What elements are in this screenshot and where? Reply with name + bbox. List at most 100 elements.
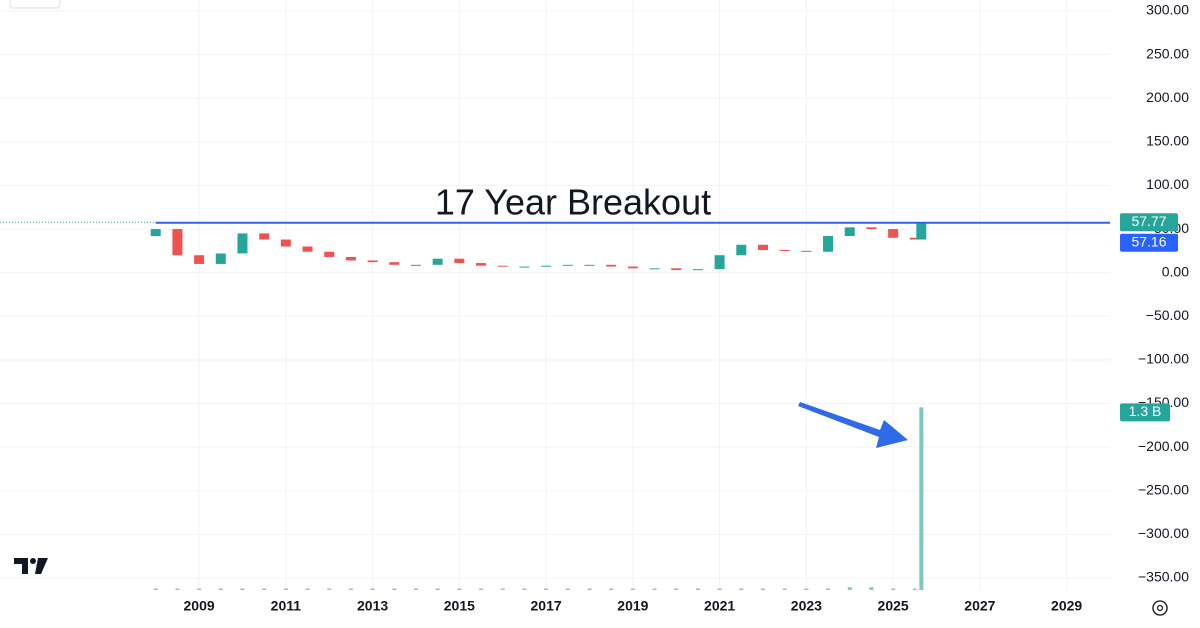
candle — [150, 229, 161, 237]
x-tick-label: 2019 — [617, 598, 648, 614]
volume-bar — [479, 588, 484, 590]
candle — [909, 237, 920, 240]
candle — [259, 233, 270, 240]
volume-bar — [153, 588, 158, 590]
candle — [671, 268, 682, 271]
volume-label: 1.3 B — [1129, 403, 1162, 419]
candle — [584, 264, 595, 266]
x-tick-label: 2027 — [964, 598, 995, 614]
candle — [302, 246, 313, 252]
arrow — [798, 402, 908, 448]
candle — [779, 249, 790, 251]
candle — [627, 266, 638, 269]
volume-bar — [891, 588, 896, 590]
volume-bar — [262, 588, 267, 590]
x-tick-label: 2011 — [271, 598, 302, 614]
volume-bar — [869, 587, 874, 590]
candle — [237, 233, 248, 254]
candle — [519, 266, 530, 268]
x-tick-label: 2017 — [531, 598, 562, 614]
volume-bar — [782, 588, 787, 590]
candle — [432, 258, 443, 265]
x-tick-label: 2009 — [184, 598, 215, 614]
candle — [649, 268, 660, 270]
candle — [692, 269, 703, 271]
last-price-label: 57.77 — [1131, 213, 1166, 229]
volume-badge — [1120, 403, 1170, 422]
candle — [714, 255, 725, 270]
candle — [888, 229, 899, 238]
x-tick-label: 2023 — [791, 598, 822, 614]
y-tick-label: −350.00 — [1138, 569, 1189, 585]
candle — [606, 264, 617, 267]
candle — [215, 253, 226, 264]
y-tick-label: 300.00 — [1146, 2, 1189, 18]
volume-bar — [717, 588, 722, 590]
volume-bar — [544, 588, 549, 590]
y-tick-label: −100.00 — [1138, 351, 1189, 367]
candle — [345, 256, 356, 261]
volume-bar — [370, 588, 375, 590]
volume-bar — [565, 588, 570, 590]
volume-bar — [435, 588, 440, 590]
candle — [541, 265, 552, 267]
y-tick-label: −250.00 — [1138, 481, 1189, 497]
volume-bar — [630, 588, 635, 590]
candle — [324, 251, 335, 257]
y-tick-label: −200.00 — [1138, 438, 1189, 454]
volume-bar — [457, 588, 462, 590]
volume-bar — [826, 588, 831, 590]
volume-bar — [847, 587, 852, 590]
x-tick-label: 2013 — [357, 598, 388, 614]
candle — [736, 244, 747, 256]
volume-bar — [218, 588, 223, 590]
volume-bar — [652, 588, 657, 590]
tv-logo — [14, 558, 48, 574]
level-label: 57.16 — [1131, 234, 1166, 250]
volume-bar — [919, 407, 924, 590]
candle — [497, 265, 508, 267]
candle — [476, 263, 487, 266]
x-tick-label: 2021 — [704, 598, 735, 614]
candle — [172, 229, 183, 256]
marks — [0, 221, 1110, 590]
volume-bar — [609, 588, 614, 590]
candle — [916, 222, 927, 240]
candle — [454, 258, 465, 264]
y-tick-label: 0.00 — [1162, 263, 1189, 279]
candle — [280, 239, 291, 247]
volume-bar — [522, 588, 527, 590]
candle — [823, 236, 834, 252]
toolbar-button[interactable] — [9, 0, 61, 9]
volume-bar — [674, 588, 679, 590]
y-tick-label: 200.00 — [1146, 89, 1189, 105]
volume-bar — [327, 588, 332, 590]
volume-bar — [305, 588, 310, 590]
candle — [367, 260, 378, 263]
volume-bar — [392, 588, 397, 590]
labels: 300.00250.00200.00150.00100.0050.000.00−… — [184, 2, 1190, 614]
volume-bar — [348, 588, 353, 590]
y-tick-label: −300.00 — [1138, 525, 1189, 541]
volume-bar — [587, 588, 592, 590]
candle — [410, 264, 421, 266]
candle — [866, 227, 877, 230]
settings-icon[interactable] — [1152, 600, 1168, 616]
level-badge — [1120, 233, 1178, 252]
annotation: 17 Year Breakout — [435, 182, 711, 223]
volume-bar — [500, 588, 505, 590]
volume-bar — [413, 588, 418, 590]
y-tick-label: −50.00 — [1146, 307, 1189, 323]
volume-bar — [197, 588, 202, 590]
volume-bar — [695, 588, 700, 590]
volume-bar — [175, 588, 180, 590]
last-price-badge — [1120, 213, 1178, 232]
candle — [389, 262, 400, 265]
candle — [757, 244, 768, 250]
candle — [194, 255, 205, 264]
x-tick-label: 2025 — [878, 598, 909, 614]
x-tick-label: 2015 — [444, 598, 475, 614]
candle — [844, 227, 855, 237]
volume-bar — [760, 588, 765, 590]
